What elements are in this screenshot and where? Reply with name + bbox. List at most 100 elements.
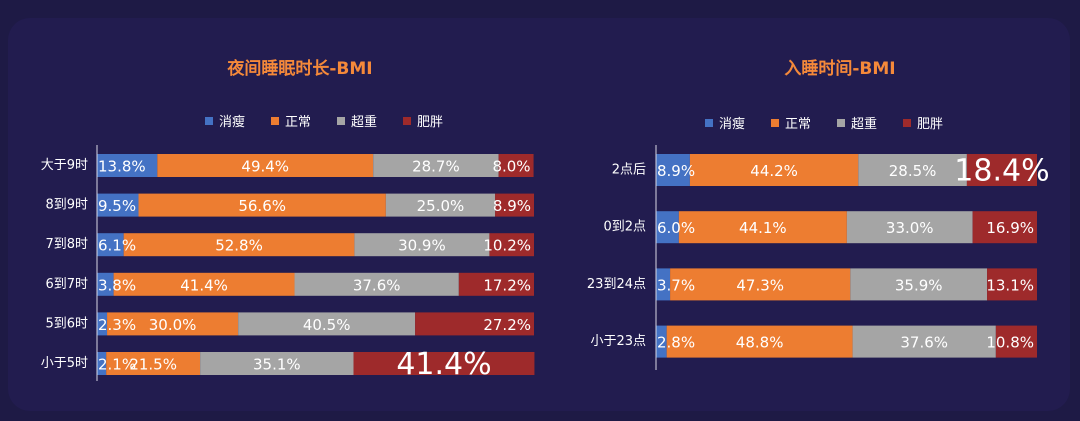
value-label-obese: 27.2% xyxy=(483,316,531,334)
value-label-over: 25.0% xyxy=(417,197,465,215)
value-label-obese: 8.9% xyxy=(493,197,531,215)
bar-segment-over xyxy=(852,325,996,358)
value-label-slim: 2.8% xyxy=(657,334,695,352)
value-label-slim: 2.1% xyxy=(98,356,136,374)
value-label-normal: 48.8% xyxy=(736,334,784,352)
bar-segment-obese xyxy=(458,272,534,296)
legend-label-obese: 肥胖 xyxy=(417,115,444,130)
bar-segment-normal xyxy=(123,233,355,257)
legend-label-normal: 正常 xyxy=(785,117,812,132)
category-label: 大于9时 xyxy=(41,158,88,173)
value-label-slim: 6.1% xyxy=(98,237,136,255)
chart-title-sleep-duration: 夜间睡眠时长-BMI xyxy=(227,59,373,79)
value-label-normal: 44.1% xyxy=(739,219,787,237)
legend-item-slim: 消瘦 xyxy=(205,111,245,130)
legend-item-normal: 正常 xyxy=(271,111,311,130)
value-label-slim: 13.8% xyxy=(98,158,146,176)
bar-segment-over xyxy=(354,233,490,257)
bar-segment-obese xyxy=(495,193,534,217)
bar-segment-slim xyxy=(656,268,671,301)
bar-segment-over xyxy=(200,352,354,375)
legend-label-over: 超重 xyxy=(851,117,878,132)
value-label-slim: 8.9% xyxy=(657,162,695,180)
bar-segment-normal xyxy=(157,154,374,177)
value-label-normal: 30.0% xyxy=(149,316,197,334)
value-label-slim: 2.3% xyxy=(98,316,136,334)
legend-item-normal: 正常 xyxy=(771,113,811,132)
value-label-obese: 13.1% xyxy=(986,276,1034,294)
bar-segment-obese xyxy=(498,154,534,177)
bar-segment-obese xyxy=(995,325,1037,358)
legend-swatch-normal xyxy=(271,116,280,125)
value-label-obese: 10.2% xyxy=(483,237,531,255)
legend-item-over: 超重 xyxy=(837,113,877,132)
value-label-normal: 52.8% xyxy=(215,237,263,255)
value-label-over: 30.9% xyxy=(398,237,446,255)
category-label: 小于5时 xyxy=(41,356,88,371)
value-label-over: 40.5% xyxy=(303,316,351,334)
legend-label-normal: 正常 xyxy=(285,115,312,130)
bar-segment-slim xyxy=(656,211,679,244)
value-label-normal: 49.4% xyxy=(241,158,289,176)
chart-title-bedtime: 入睡时间-BMI xyxy=(784,59,896,79)
bar-segment-slim xyxy=(97,154,158,177)
bar-segment-obese xyxy=(972,211,1037,244)
legend-swatch-over xyxy=(337,116,346,125)
value-label-obese: 18.4% xyxy=(954,154,1049,189)
value-label-obese: 16.9% xyxy=(986,219,1034,237)
legend-bedtime: 消瘦 正常 超重 肥胖 xyxy=(705,113,969,132)
bar-segment-normal xyxy=(106,352,201,375)
bar-segment-obese xyxy=(987,268,1037,301)
legend-swatch-over xyxy=(837,118,846,127)
legend-swatch-slim xyxy=(205,116,213,125)
category-label: 7到8时 xyxy=(45,237,88,252)
bar-segment-slim xyxy=(97,352,107,375)
legend-item-obese: 肥胖 xyxy=(903,113,943,132)
legend-label-slim: 消瘦 xyxy=(219,115,246,130)
value-label-over: 28.5% xyxy=(889,162,937,180)
value-label-slim: 3.8% xyxy=(98,276,136,294)
category-label: 2点后 xyxy=(612,163,646,178)
bar-segment-over xyxy=(846,211,973,244)
category-label: 5到6时 xyxy=(45,316,88,331)
value-label-obese: 41.4% xyxy=(396,347,491,382)
bar-segment-slim xyxy=(97,233,124,257)
bar-segment-slim xyxy=(97,312,108,336)
legend-label-over: 超重 xyxy=(351,115,378,130)
value-label-over: 33.0% xyxy=(886,219,934,237)
value-label-normal: 56.6% xyxy=(238,197,286,215)
bar-segment-obese xyxy=(966,154,1037,186)
value-label-slim: 3.7% xyxy=(657,276,695,294)
category-label: 小于23点 xyxy=(590,334,646,349)
value-label-obese: 10.8% xyxy=(986,334,1034,352)
value-label-over: 28.7% xyxy=(412,158,460,176)
bar-segment-over xyxy=(858,154,967,186)
value-label-normal: 47.3% xyxy=(736,276,784,294)
value-label-normal: 44.2% xyxy=(750,162,798,180)
value-label-over: 35.1% xyxy=(253,356,301,374)
bar-segment-obese xyxy=(489,233,534,257)
bar-segment-slim xyxy=(97,272,114,296)
legend-swatch-normal xyxy=(771,118,780,127)
bar-segment-over xyxy=(850,268,988,301)
value-label-slim: 9.5% xyxy=(98,197,136,215)
legend-swatch-slim xyxy=(705,118,713,127)
bar-segment-slim xyxy=(656,325,667,358)
bar-segment-normal xyxy=(666,325,853,358)
value-label-normal: 21.5% xyxy=(129,356,177,374)
value-label-normal: 41.4% xyxy=(180,276,228,294)
bar-segment-normal xyxy=(689,154,859,186)
legend-item-obese: 肥胖 xyxy=(403,111,443,130)
bar-segment-over xyxy=(373,154,499,177)
bar-segment-over xyxy=(385,193,496,217)
bar-segment-normal xyxy=(670,268,851,301)
legend-swatch-obese xyxy=(903,118,912,127)
value-label-over: 35.9% xyxy=(895,276,943,294)
category-label: 0到2点 xyxy=(603,220,646,235)
value-label-over: 37.6% xyxy=(900,334,948,352)
value-label-obese: 8.0% xyxy=(492,158,530,176)
category-label: 23到24点 xyxy=(587,277,646,292)
bar-segment-slim xyxy=(97,193,139,217)
bar-segment-obese xyxy=(353,352,535,375)
